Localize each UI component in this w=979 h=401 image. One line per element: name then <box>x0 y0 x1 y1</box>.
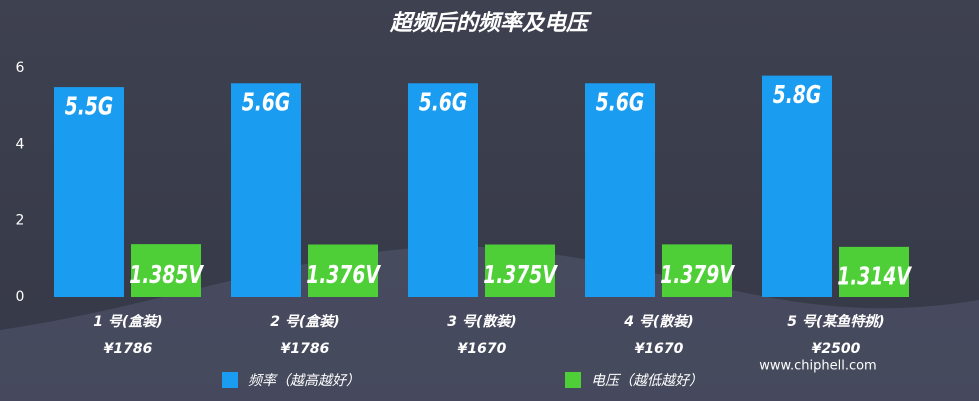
bar <box>662 244 732 297</box>
value-label: 1.314V <box>837 262 912 292</box>
bar <box>131 244 201 297</box>
x-tick-label: 4 号(散装) <box>623 313 693 330</box>
bar <box>839 246 909 297</box>
value-label: 5.6G <box>596 88 644 118</box>
y-tick-label: 2 <box>16 213 25 229</box>
value-label: 5.8G <box>773 80 821 110</box>
bar <box>485 244 555 297</box>
bar <box>408 83 478 298</box>
x-tick-label: 2 号(盒装) <box>270 313 339 330</box>
y-tick-label: 6 <box>16 60 25 76</box>
bar <box>762 75 832 297</box>
legend-label: 频率（越高越好） <box>248 373 360 389</box>
value-label: 1.375V <box>483 260 558 290</box>
legend-label: 电压（越低越好） <box>591 373 703 389</box>
legend-swatch <box>222 372 238 388</box>
x-tick-label: 1 号(盒装) <box>93 313 162 330</box>
x-tick-label: ¥1670 <box>458 341 507 357</box>
value-label: 5.6G <box>419 88 467 118</box>
x-tick-label: 3 号(散装) <box>447 313 516 330</box>
value-label: 1.376V <box>306 260 381 290</box>
value-label: 5.5G <box>65 92 113 122</box>
legend-swatch <box>565 372 581 388</box>
x-tick-label: ¥1786 <box>104 341 153 357</box>
y-tick-label: 0 <box>16 289 25 305</box>
y-tick-label: 4 <box>16 136 25 152</box>
value-label: 1.385V <box>129 260 204 290</box>
bar <box>585 83 655 298</box>
value-label: 1.379V <box>660 260 735 290</box>
x-tick-label: ¥1670 <box>635 341 684 357</box>
x-tick-label: ¥1786 <box>281 341 330 357</box>
x-tick-label: ¥2500 <box>812 341 861 357</box>
x-tick-label: 5 号(某鱼特挑) <box>787 313 884 330</box>
bar <box>308 244 378 297</box>
value-label: 5.6G <box>242 88 290 118</box>
chart-title: 超频后的频率及电压 <box>389 10 592 36</box>
bar <box>54 87 124 297</box>
watermark: www.chiphell.com <box>759 359 876 374</box>
bar <box>231 83 301 298</box>
